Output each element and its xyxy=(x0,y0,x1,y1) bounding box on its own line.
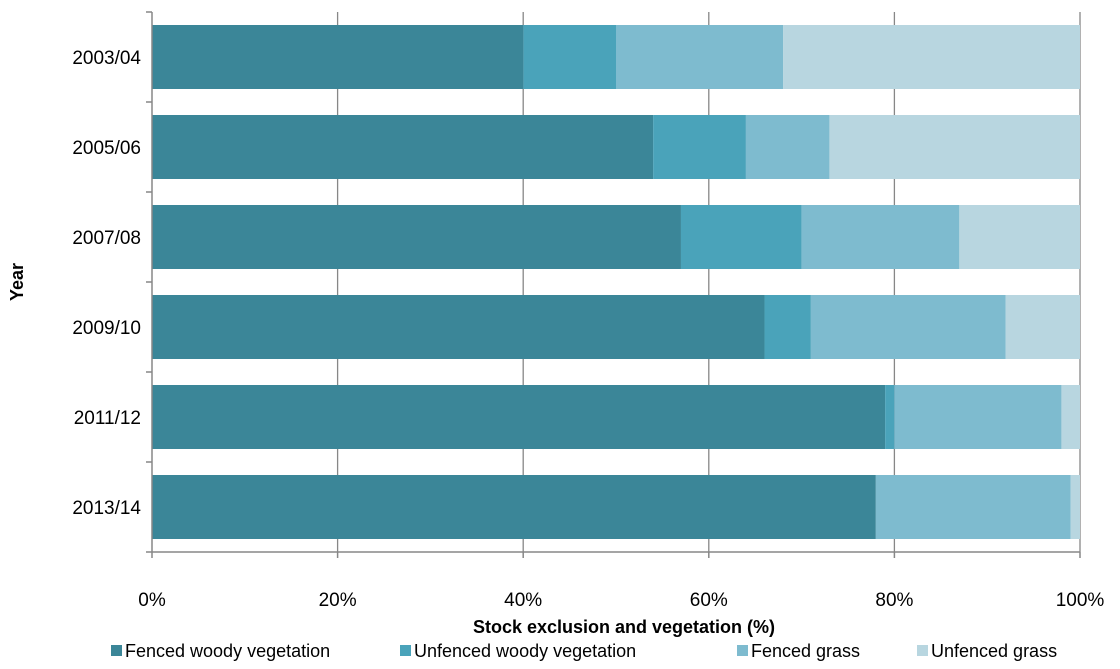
legend-label: Fenced woody vegetation xyxy=(125,641,330,661)
y-tick-label: 2013/14 xyxy=(72,498,141,519)
bar-segment-unfenced-woody-vegetation xyxy=(764,295,810,359)
legend-item: Fenced grass xyxy=(737,641,860,661)
bar-segment-unfenced-woody-vegetation xyxy=(885,385,894,449)
bar-segment-fenced-woody-vegetation xyxy=(152,115,653,179)
bar-segment-unfenced-grass xyxy=(829,115,1080,179)
gridlines xyxy=(338,12,1080,552)
bar-segment-fenced-woody-vegetation xyxy=(152,385,885,449)
bar-segment-fenced-woody-vegetation xyxy=(152,205,681,269)
bar-segment-fenced-grass xyxy=(616,25,783,89)
x-tick-label: 100% xyxy=(1056,590,1105,611)
bar-segment-fenced-woody-vegetation xyxy=(152,25,523,89)
bar-segment-fenced-woody-vegetation xyxy=(152,475,876,539)
x-axis-title: Stock exclusion and vegetation (%) xyxy=(473,617,775,637)
legend-swatch xyxy=(111,645,122,656)
y-tick-label: 2009/10 xyxy=(72,318,141,339)
y-axis-title: Year xyxy=(7,263,27,301)
legend-swatch xyxy=(917,645,928,656)
bar-segment-fenced-grass xyxy=(802,205,960,269)
x-tick-label: 20% xyxy=(319,590,357,611)
legend-item: Fenced woody vegetation xyxy=(111,641,330,661)
bar-segment-unfenced-grass xyxy=(1006,295,1080,359)
bar-segment-unfenced-woody-vegetation xyxy=(681,205,802,269)
bar-segment-fenced-grass xyxy=(746,115,830,179)
x-tick-label: 40% xyxy=(504,590,542,611)
bar-segment-fenced-grass xyxy=(894,385,1061,449)
x-tick-label: 80% xyxy=(875,590,913,611)
legend-item: Unfenced woody vegetation xyxy=(400,641,636,661)
bars xyxy=(152,25,1080,539)
x-tick-label: 0% xyxy=(138,590,166,611)
y-tick-label: 2011/12 xyxy=(74,408,141,429)
bar-segment-unfenced-grass xyxy=(783,25,1080,89)
legend: Fenced woody vegetation Unfenced woody ve… xyxy=(111,641,1057,661)
y-tick-label: 2003/04 xyxy=(72,48,141,69)
legend-swatch xyxy=(400,645,411,656)
legend-label: Unfenced woody vegetation xyxy=(414,641,636,661)
x-tick-label: 60% xyxy=(690,590,728,611)
bar-segment-unfenced-grass xyxy=(1071,475,1080,539)
bar-segment-unfenced-grass xyxy=(959,205,1080,269)
bar-segment-unfenced-woody-vegetation xyxy=(523,25,616,89)
y-tick-label: 2005/06 xyxy=(72,138,141,159)
legend-label: Unfenced grass xyxy=(931,641,1057,661)
bar-segment-fenced-woody-vegetation xyxy=(152,295,764,359)
bar-segment-fenced-grass xyxy=(876,475,1071,539)
legend-label: Fenced grass xyxy=(751,641,860,661)
legend-item: Unfenced grass xyxy=(917,641,1057,661)
bar-segment-unfenced-woody-vegetation xyxy=(653,115,746,179)
bar-segment-unfenced-grass xyxy=(1061,385,1080,449)
y-tick-label: 2007/08 xyxy=(72,228,141,249)
legend-swatch xyxy=(737,645,748,656)
bar-segment-fenced-grass xyxy=(811,295,1006,359)
